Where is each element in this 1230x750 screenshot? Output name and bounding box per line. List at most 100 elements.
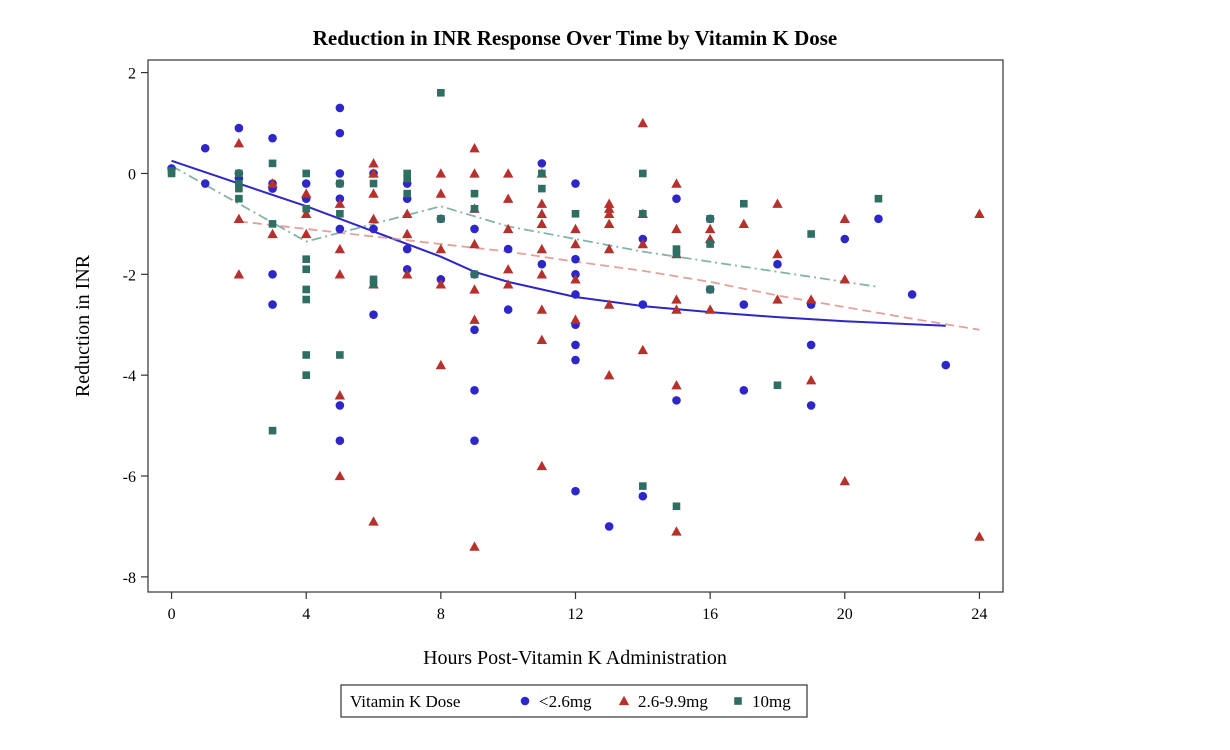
data-point-triangle <box>536 460 548 471</box>
data-point-triangle <box>368 213 379 224</box>
data-point-triangle <box>502 279 514 289</box>
data-point-circle <box>402 244 412 254</box>
data-point-square <box>235 169 243 178</box>
data-point-triangle <box>603 299 615 309</box>
data-point-circle <box>503 305 513 314</box>
data-point-square <box>538 169 546 178</box>
data-point-square <box>268 159 277 168</box>
data-point-circle <box>268 270 277 279</box>
data-point-triangle <box>603 369 615 380</box>
data-point-triangle <box>435 168 447 178</box>
data-point-triangle <box>536 218 548 229</box>
data-point-square <box>470 189 479 198</box>
data-point-triangle <box>974 531 985 541</box>
data-point-triangle <box>435 188 447 198</box>
data-point-triangle <box>671 526 682 536</box>
data-point-square <box>639 482 647 490</box>
data-point-circle <box>335 169 345 178</box>
data-point-square <box>639 169 647 178</box>
data-point-triangle <box>233 213 245 224</box>
data-point-square <box>403 169 411 178</box>
data-point-square <box>302 351 311 359</box>
data-point-triangle <box>637 117 649 128</box>
data-point-triangle <box>839 213 850 224</box>
legend-marker-circle <box>520 696 530 706</box>
data-point-square <box>369 280 378 289</box>
data-point-triangle <box>570 223 581 234</box>
data-point-square <box>235 179 243 188</box>
data-point-circle <box>369 310 378 319</box>
data-point-circle <box>638 491 648 501</box>
data-point-triangle <box>536 269 548 279</box>
data-point-circle <box>806 401 816 410</box>
x-tick-label: 4 <box>302 606 310 623</box>
data-point-triangle <box>301 188 312 198</box>
data-point-triangle <box>772 198 783 208</box>
data-point-triangle <box>469 314 480 324</box>
y-axis-label: Reduction in INR <box>72 254 94 397</box>
data-point-triangle <box>772 294 783 304</box>
data-point-square <box>403 174 411 183</box>
data-points <box>167 88 985 551</box>
fit-line-circle <box>171 159 946 327</box>
data-point-triangle <box>704 223 716 234</box>
data-point-triangle <box>536 304 548 314</box>
data-point-circle <box>571 340 580 350</box>
data-point-triangle <box>301 228 312 239</box>
data-point-triangle <box>368 168 379 178</box>
data-point-square <box>639 210 647 218</box>
data-point-triangle <box>267 228 278 239</box>
data-point-triangle <box>603 208 615 218</box>
data-point-circle <box>604 522 614 531</box>
data-point-triangle <box>603 198 615 208</box>
data-point-triangle <box>738 218 750 229</box>
data-point-triangle <box>671 223 682 234</box>
data-point-circle <box>268 133 277 143</box>
data-point-circle <box>672 396 681 405</box>
data-point-square <box>706 240 714 248</box>
data-point-triangle <box>469 238 480 249</box>
data-point-triangle <box>536 208 548 218</box>
data-point-square <box>470 270 479 279</box>
data-point-triangle <box>401 208 413 218</box>
data-point-square <box>538 184 546 193</box>
data-point-triangle <box>368 188 379 198</box>
data-point-triangle <box>502 223 514 234</box>
data-point-square <box>403 189 411 198</box>
x-tick-label: 8 <box>437 606 445 623</box>
data-point-square <box>706 285 714 294</box>
data-point-triangle <box>536 243 548 254</box>
data-point-circle <box>941 360 951 370</box>
data-point-circle <box>335 103 345 113</box>
data-point-circle <box>335 436 345 446</box>
data-point-square <box>302 204 311 213</box>
data-point-circle <box>335 401 345 410</box>
data-point-circle <box>470 224 479 234</box>
data-point-circle <box>301 179 311 188</box>
data-point-square <box>235 194 243 203</box>
data-point-circle <box>874 214 883 224</box>
data-point-triangle <box>334 243 346 254</box>
y-tick-label: 2 <box>128 66 136 83</box>
data-point-square <box>672 250 681 258</box>
x-tick-label: 0 <box>168 606 176 623</box>
legend-title: Vitamin K Dose <box>350 692 460 711</box>
data-point-triangle <box>570 238 581 249</box>
data-point-triangle <box>469 168 480 178</box>
data-point-square <box>437 215 445 223</box>
data-point-triangle <box>839 475 850 486</box>
y-tick-label: -6 <box>123 469 136 486</box>
data-point-circle <box>571 179 580 188</box>
data-point-square <box>302 285 311 294</box>
data-point-circle <box>773 259 782 269</box>
data-point-triangle <box>435 243 447 254</box>
data-point-triangle <box>233 269 245 279</box>
data-point-circle <box>571 355 580 365</box>
data-point-square <box>807 230 815 238</box>
data-point-square <box>369 179 378 188</box>
data-point-triangle <box>536 334 548 345</box>
data-point-circle <box>234 123 244 133</box>
data-point-square <box>740 199 748 208</box>
data-point-triangle <box>334 269 346 279</box>
data-point-square <box>369 275 378 284</box>
